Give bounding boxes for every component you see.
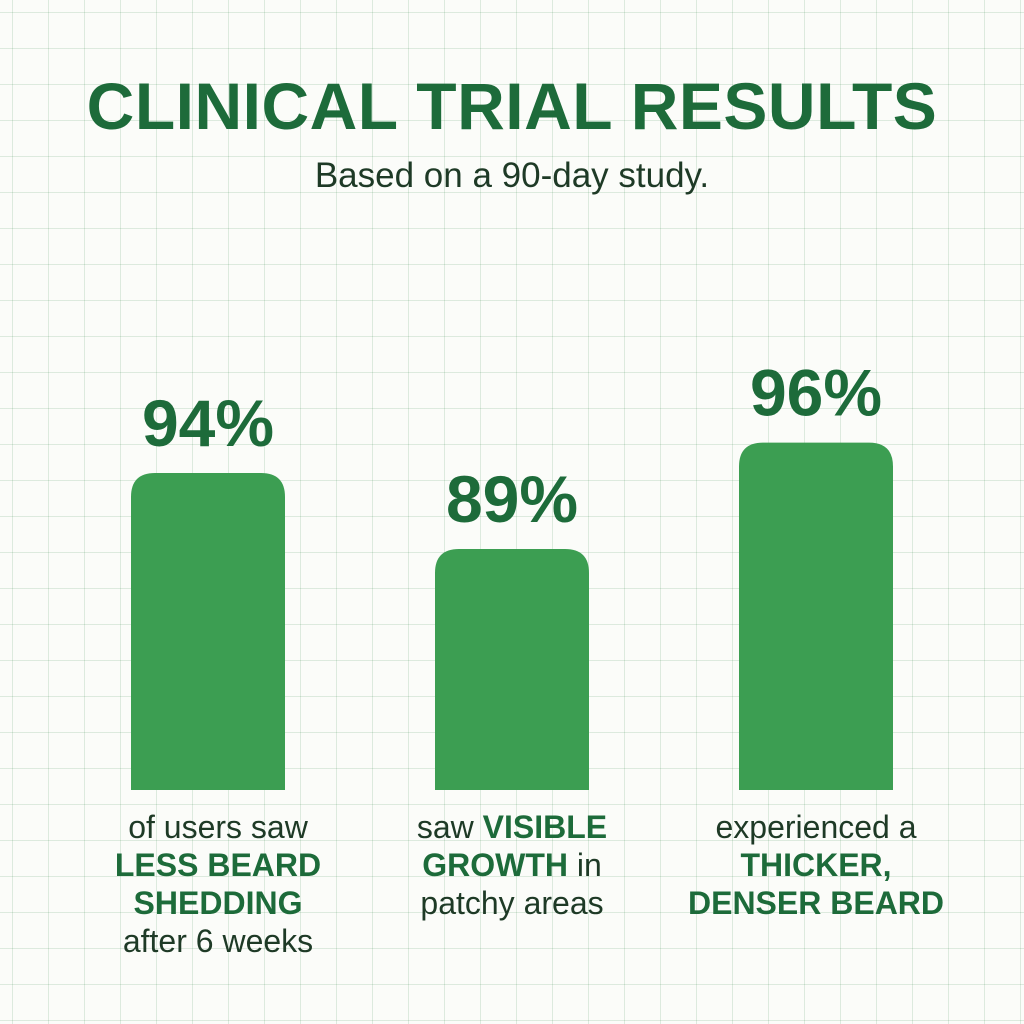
caption-line: SHEDDING: [78, 884, 358, 922]
caption-line: of users saw: [78, 808, 358, 846]
chart-subtitle: Based on a 90-day study.: [314, 156, 710, 195]
bar-value-label-3: 96%: [750, 356, 882, 430]
caption-emphasis: SHEDDING: [133, 885, 303, 921]
caption-emphasis: VISIBLE: [482, 809, 608, 845]
caption-text: of users saw: [128, 809, 308, 845]
caption-text: after 6 weeks: [122, 923, 314, 959]
bar-3: [739, 442, 893, 790]
bar-caption-3: experienced a THICKER, DENSER BEARD: [676, 808, 956, 922]
bar-1: [131, 473, 285, 790]
caption-line: LESS BEARD: [78, 846, 358, 884]
bar-value-label-2: 89%: [446, 462, 578, 536]
caption-text: experienced a: [715, 809, 917, 845]
caption-text: in: [567, 847, 602, 883]
bar-2: [435, 549, 589, 790]
bar-caption-2: saw VISIBLE GROWTH in patchy areas: [372, 808, 652, 922]
bar-value-label-1: 94%: [142, 386, 274, 460]
chart-title: CLINICAL TRIAL RESULTS: [86, 69, 938, 143]
caption-line: DENSER BEARD: [676, 884, 956, 922]
bar-caption-1: of users saw LESS BEARD SHEDDING after 6 we…: [78, 808, 358, 960]
caption-text: saw: [416, 809, 483, 845]
caption-emphasis: THICKER,: [740, 847, 892, 883]
caption-line: patchy areas: [372, 884, 652, 922]
caption-emphasis: DENSER BEARD: [687, 885, 945, 921]
caption-line: saw VISIBLE: [372, 808, 652, 846]
caption-text: patchy areas: [420, 885, 604, 921]
caption-line: after 6 weeks: [78, 922, 358, 960]
caption-line: THICKER,: [676, 846, 956, 884]
caption-emphasis: GROWTH: [422, 847, 568, 883]
caption-line: GROWTH in: [372, 846, 652, 884]
caption-line: experienced a: [676, 808, 956, 846]
caption-emphasis: LESS BEARD: [114, 847, 322, 883]
